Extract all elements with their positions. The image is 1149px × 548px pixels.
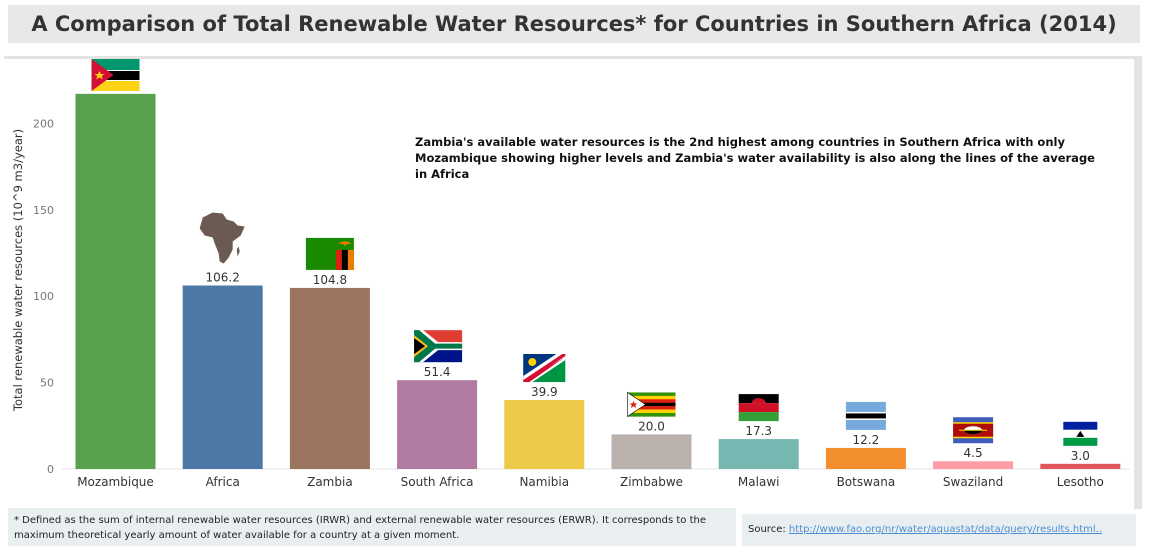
value-label: 12.2: [853, 433, 880, 447]
bar-malawi[interactable]: [718, 439, 799, 469]
south-africa-flag-icon: [414, 330, 463, 363]
source-link[interactable]: http://www.fao.org/nr/water/aquastat/dat…: [788, 524, 1102, 535]
value-label: 4.5: [964, 446, 983, 460]
y-axis-ticks: 0 50 100 150 200: [33, 117, 54, 476]
source-box: Source: http://www.fao.org/nr/water/aqua…: [742, 514, 1136, 546]
bar-africa[interactable]: [182, 285, 263, 469]
mozambique-flag-icon: [91, 59, 140, 91]
y-axis-title: Total renewable water resources (10^9 m3…: [11, 129, 25, 412]
value-label: 51.4: [424, 365, 451, 379]
value-label: 39.9: [531, 385, 558, 399]
category-label: Malawi: [738, 475, 780, 489]
swaziland-flag-icon: [953, 417, 994, 444]
malawi-flag-icon: [738, 394, 779, 422]
bars: [75, 93, 1121, 469]
value-label: 3.0: [1071, 449, 1090, 463]
bar-swaziland[interactable]: [933, 461, 1014, 469]
y-tick-label: 50: [40, 377, 54, 390]
value-label: 17.3: [745, 424, 772, 438]
category-label: Lesotho: [1057, 475, 1104, 489]
bar-lesotho[interactable]: [1040, 463, 1121, 469]
source-label: Source:: [748, 524, 786, 535]
category-label: Botswana: [837, 475, 896, 489]
bar-namibia[interactable]: [504, 400, 585, 469]
category-label: Zambia: [307, 475, 353, 489]
category-label: Mozambique: [77, 475, 154, 489]
y-tick-label: 150: [33, 204, 54, 217]
value-label: 106.2: [206, 270, 240, 284]
chart-annotation: Zambia's available water resources is th…: [415, 135, 1095, 181]
lesotho-flag-icon: [1063, 421, 1098, 446]
y-tick-label: 200: [33, 117, 54, 130]
category-label: Swaziland: [943, 475, 1003, 489]
namibia-flag-icon: [523, 354, 566, 383]
category-labels: Mozambique Africa Zambia South Africa Namibi…: [77, 475, 1104, 489]
value-labels: 106.2 104.8 51.4 39.9 20.0 17.3 12.2 4.5 3.0: [206, 270, 1090, 462]
bar-zimbabwe[interactable]: [611, 434, 692, 469]
y-tick-label: 0: [47, 463, 54, 476]
bar-mozambique[interactable]: [75, 93, 156, 469]
category-label: Namibia: [519, 475, 569, 489]
page-title: A Comparison of Total Renewable Water Re…: [31, 12, 1117, 36]
title-bar: A Comparison of Total Renewable Water Re…: [8, 5, 1140, 43]
category-label: Zimbabwe: [620, 475, 683, 489]
botswana-flag-icon: [845, 401, 886, 430]
value-label: 20.0: [638, 419, 665, 433]
category-label: Africa: [206, 475, 240, 489]
bar-south-africa[interactable]: [397, 380, 478, 469]
footnote: * Defined as the sum of internal renewab…: [8, 508, 736, 546]
y-tick-label: 100: [33, 290, 54, 303]
zimbabwe-flag-icon: [627, 391, 676, 418]
africa-map-icon: [199, 212, 245, 264]
category-label: South Africa: [401, 475, 474, 489]
bar-zambia[interactable]: [289, 287, 370, 469]
value-label: 104.8: [313, 273, 347, 287]
zambia-flag-icon: [305, 237, 354, 270]
bar-icons: [91, 59, 1098, 446]
bar-botswana[interactable]: [825, 447, 906, 469]
